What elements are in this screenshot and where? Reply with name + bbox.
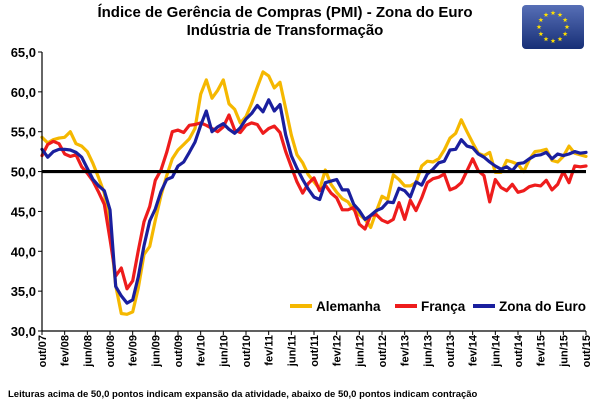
x-tick-label: jun/13: [422, 335, 434, 368]
x-tick-label: fev/15: [536, 335, 548, 366]
legend-label: Alemanha: [316, 299, 381, 314]
x-tick-label: fev/10: [196, 335, 208, 366]
x-tick-label: jun/10: [218, 335, 230, 368]
y-tick-label: 65,0: [11, 45, 36, 60]
flag-star: [562, 17, 568, 23]
y-tick-label: 35,0: [11, 284, 36, 299]
x-tick-label: out/09: [173, 335, 185, 367]
footnote: Leituras acima de 50,0 pontos indicam ex…: [8, 389, 478, 400]
x-tick-label: jun/09: [150, 335, 162, 368]
x-tick-label: jun/08: [82, 335, 94, 368]
x-tick-label: jun/12: [354, 335, 366, 368]
flag-star: [557, 36, 563, 42]
x-tick-label: out/11: [309, 335, 321, 367]
y-tick-label: 45,0: [11, 204, 36, 219]
y-tick-label: 60,0: [11, 85, 36, 100]
flag-star: [538, 31, 544, 37]
flag-star: [543, 36, 549, 42]
x-tick-label: jun/11: [286, 335, 298, 367]
x-tick-label: fev/14: [468, 334, 480, 366]
eu-flag-icon: [522, 5, 584, 49]
chart-subtitle: Indústria de Transformação: [186, 22, 384, 39]
flag-star: [536, 24, 542, 30]
series-line-fran-a: [40, 113, 588, 291]
x-tick-label: jun/14: [490, 334, 502, 368]
x-tick-label: fev/13: [400, 335, 412, 366]
flag-star: [538, 17, 544, 23]
flag-star: [550, 38, 556, 44]
flag-star: [543, 12, 549, 17]
x-tick-label: out/12: [377, 335, 389, 367]
x-tick-label: fev/11: [264, 335, 276, 366]
x-tick-label: fev/12: [332, 335, 344, 366]
y-tick-label: 55,0: [11, 125, 36, 140]
y-tick-label: 30,0: [11, 324, 36, 339]
flag-star: [564, 24, 570, 30]
legend-label: Zona do Euro: [499, 299, 586, 314]
x-tick-label: fev/08: [60, 335, 72, 366]
x-tick-label: fev/09: [128, 335, 140, 366]
chart-title: Índice de Gerência de Compras (PMI) - Zo…: [97, 4, 473, 21]
x-tick-label: out/10: [241, 335, 253, 367]
y-tick-label: 50,0: [11, 165, 36, 180]
y-tick-label: 40,0: [11, 244, 36, 259]
x-tick-label: out/14: [513, 334, 525, 367]
x-tick-label: out/13: [445, 335, 457, 367]
flag-star: [562, 31, 568, 37]
flag-star: [557, 12, 563, 17]
series-line-zona-do-euro: [40, 98, 588, 305]
flag-star: [550, 10, 556, 16]
x-tick-label: out/07: [37, 335, 49, 367]
x-tick-label: out/15: [581, 335, 593, 367]
legend-label: França: [421, 299, 466, 314]
x-tick-label: out/08: [105, 335, 117, 367]
x-tick-label: jun/15: [558, 335, 570, 368]
